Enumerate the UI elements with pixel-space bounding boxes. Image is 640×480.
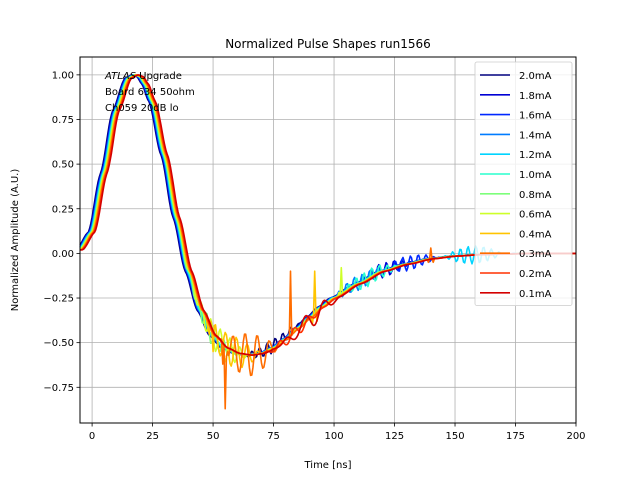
- y-tick-label: 0.75: [52, 115, 74, 126]
- legend-label: 2.0mA: [519, 71, 552, 82]
- x-tick-label: 50: [207, 431, 220, 442]
- y-tick-label: 1.00: [52, 70, 74, 81]
- y-tick-label: −0.25: [43, 294, 74, 305]
- legend-label: 0.2mA: [519, 269, 552, 280]
- legend-label: 1.8mA: [519, 91, 552, 102]
- x-tick-label: 125: [385, 431, 404, 442]
- legend-label: 1.6mA: [519, 111, 552, 122]
- y-tick-label: 0.50: [52, 160, 74, 171]
- plot-frame: [79, 56, 577, 424]
- legend-label: 0.1mA: [519, 289, 552, 300]
- x-tick-label: 200: [566, 431, 585, 442]
- annotation-line-3: Ch059 20dB lo: [105, 103, 179, 114]
- x-tick-label: 150: [445, 431, 464, 442]
- y-tick-label: 0.00: [52, 249, 74, 260]
- x-tick-label: 25: [146, 431, 159, 442]
- annotation-line-1: ATLAS Upgrade: [104, 71, 182, 82]
- legend: 2.0mA 1.8mA 1.6mA 1.4mA 1.2mA 1.0mA 0.8mA 0.6mA…: [474, 61, 573, 307]
- y-tick-label: 0.25: [52, 204, 74, 215]
- x-tick-label: 75: [267, 431, 280, 442]
- legend-label: 0.4mA: [519, 229, 552, 240]
- y-tick-label: −0.75: [43, 383, 74, 394]
- x-tick-label: 175: [506, 431, 525, 442]
- y-axis: −0.75 −0.50 −0.25 0.00 0.25 0.50 0.75 1.00: [43, 70, 80, 394]
- legend-box: [474, 61, 573, 307]
- annotation: ATLAS Upgrade Board 634 50ohm Ch059 20dB…: [104, 71, 195, 114]
- legend-label: 0.3mA: [519, 249, 552, 260]
- legend-label: 0.6mA: [519, 210, 552, 221]
- x-tick-label: 100: [325, 431, 344, 442]
- x-tick-label: 0: [89, 431, 95, 442]
- chart-title: Normalized Pulse Shapes run1566: [225, 37, 431, 51]
- legend-label: 1.2mA: [519, 150, 552, 161]
- annotation-line-2: Board 634 50ohm: [105, 87, 195, 98]
- x-axis: 0 25 50 75 100 125 150 175 200: [89, 423, 586, 442]
- annotation-atlas: ATLAS: [104, 71, 137, 82]
- legend-label: 0.8mA: [519, 190, 552, 201]
- legend-label: 1.4mA: [519, 130, 552, 141]
- legend-label: 1.0mA: [519, 170, 552, 181]
- x-axis-label: Time [ns]: [303, 460, 351, 471]
- annotation-upgrade: Upgrade: [136, 71, 182, 82]
- y-axis-label: Normalized Amplitude (A.U.): [10, 169, 21, 312]
- y-tick-label: −0.50: [43, 338, 74, 349]
